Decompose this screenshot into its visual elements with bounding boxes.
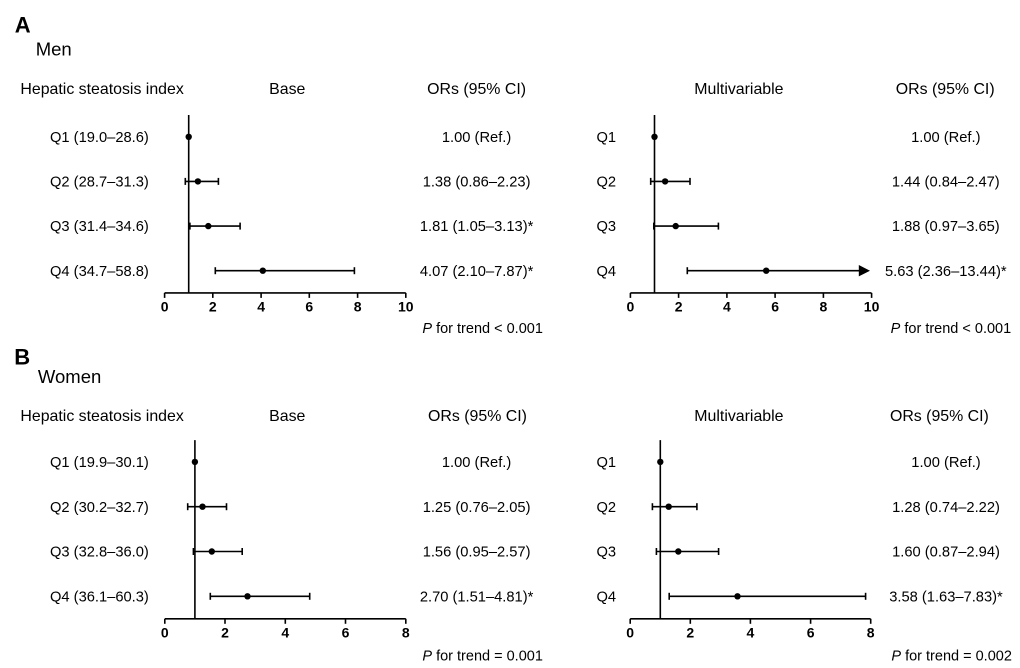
svg-text:2: 2 xyxy=(221,625,229,641)
svg-text:P for trend = 0.001: P for trend = 0.001 xyxy=(422,648,543,664)
svg-text:4.07 (2.10–7.87)*: 4.07 (2.10–7.87)* xyxy=(420,264,534,280)
svg-text:Q1 (19.0–28.6): Q1 (19.0–28.6) xyxy=(50,130,149,146)
svg-text:8: 8 xyxy=(402,625,410,641)
svg-text:Q1 (19.9–30.1): Q1 (19.9–30.1) xyxy=(50,455,149,471)
svg-text:ORs (95% CI): ORs (95% CI) xyxy=(890,408,989,425)
svg-text:4: 4 xyxy=(747,625,755,641)
svg-text:Q4 (34.7–58.8): Q4 (34.7–58.8) xyxy=(50,264,149,280)
svg-text:Q4: Q4 xyxy=(597,589,617,605)
svg-text:Q3 (31.4–34.6): Q3 (31.4–34.6) xyxy=(50,219,149,235)
svg-text:Q1: Q1 xyxy=(597,130,617,146)
svg-text:Q4: Q4 xyxy=(597,264,617,280)
svg-text:1.00 (Ref.): 1.00 (Ref.) xyxy=(911,455,980,471)
svg-text:6: 6 xyxy=(305,299,313,315)
svg-text:1.38 (0.86–2.23): 1.38 (0.86–2.23) xyxy=(423,175,531,191)
svg-text:1.60 (0.87–2.94): 1.60 (0.87–2.94) xyxy=(892,545,1000,561)
svg-text:ORs (95% CI): ORs (95% CI) xyxy=(896,81,995,98)
svg-text:Men: Men xyxy=(36,39,72,60)
svg-text:8: 8 xyxy=(867,625,875,641)
svg-text:1.28 (0.74–2.22): 1.28 (0.74–2.22) xyxy=(892,500,1000,516)
svg-text:1.00 (Ref.): 1.00 (Ref.) xyxy=(911,130,980,146)
svg-text:8: 8 xyxy=(354,299,362,315)
svg-text:4: 4 xyxy=(723,299,731,315)
svg-text:6: 6 xyxy=(342,625,350,641)
svg-text:1.88 (0.97–3.65): 1.88 (0.97–3.65) xyxy=(892,219,1000,235)
svg-text:Q3: Q3 xyxy=(597,219,617,235)
svg-text:3.58 (1.63–7.83)*: 3.58 (1.63–7.83)* xyxy=(889,589,1003,605)
svg-text:ORs (95% CI): ORs (95% CI) xyxy=(427,81,526,98)
svg-text:0: 0 xyxy=(161,299,169,315)
svg-text:Multivariable: Multivariable xyxy=(694,81,783,98)
svg-text:0: 0 xyxy=(161,625,169,641)
svg-text:10: 10 xyxy=(864,299,880,315)
svg-text:A: A xyxy=(15,13,31,38)
svg-text:6: 6 xyxy=(771,299,779,315)
svg-text:1.25 (0.76–2.05): 1.25 (0.76–2.05) xyxy=(423,500,531,516)
svg-text:6: 6 xyxy=(807,625,815,641)
svg-text:P for trend < 0.001: P for trend < 0.001 xyxy=(891,321,1012,337)
svg-text:Base: Base xyxy=(269,408,305,425)
svg-text:4: 4 xyxy=(257,299,265,315)
svg-text:1.00 (Ref.): 1.00 (Ref.) xyxy=(442,130,511,146)
svg-text:Q2: Q2 xyxy=(597,175,617,191)
svg-text:Q2 (28.7–31.3): Q2 (28.7–31.3) xyxy=(50,175,149,191)
svg-text:2: 2 xyxy=(209,299,217,315)
svg-text:1.56 (0.95–2.57): 1.56 (0.95–2.57) xyxy=(423,545,531,561)
svg-text:B: B xyxy=(14,344,30,369)
svg-text:1.00 (Ref.): 1.00 (Ref.) xyxy=(442,455,511,471)
svg-text:2: 2 xyxy=(686,625,694,641)
svg-text:0: 0 xyxy=(626,625,634,641)
svg-text:Hepatic steatosis index: Hepatic steatosis index xyxy=(20,408,183,425)
svg-text:2: 2 xyxy=(675,299,683,315)
svg-text:Women: Women xyxy=(38,366,101,387)
svg-text:Q3: Q3 xyxy=(597,545,617,561)
svg-text:P for trend = 0.002: P for trend = 0.002 xyxy=(891,648,1012,664)
svg-text:Q3 (32.8–36.0): Q3 (32.8–36.0) xyxy=(50,545,149,561)
svg-text:1.81 (1.05–3.13)*: 1.81 (1.05–3.13)* xyxy=(420,219,534,235)
svg-text:Base: Base xyxy=(269,81,305,98)
svg-text:2.70 (1.51–4.81)*: 2.70 (1.51–4.81)* xyxy=(420,589,534,605)
svg-text:4: 4 xyxy=(281,625,289,641)
svg-text:Q4 (36.1–60.3): Q4 (36.1–60.3) xyxy=(50,589,149,605)
svg-text:Q1: Q1 xyxy=(597,455,617,471)
svg-text:Q2 (30.2–32.7): Q2 (30.2–32.7) xyxy=(50,500,149,516)
svg-text:ORs (95% CI): ORs (95% CI) xyxy=(428,408,527,425)
svg-text:10: 10 xyxy=(398,299,414,315)
svg-text:Q2: Q2 xyxy=(597,500,617,516)
svg-text:5.63 (2.36–13.44)*: 5.63 (2.36–13.44)* xyxy=(885,264,1007,280)
svg-text:Hepatic steatosis index: Hepatic steatosis index xyxy=(20,81,183,98)
svg-text:1.44 (0.84–2.47): 1.44 (0.84–2.47) xyxy=(892,175,1000,191)
svg-text:8: 8 xyxy=(820,299,828,315)
svg-text:Multivariable: Multivariable xyxy=(694,408,783,425)
svg-text:0: 0 xyxy=(627,299,635,315)
svg-text:P for trend < 0.001: P for trend < 0.001 xyxy=(422,321,543,337)
